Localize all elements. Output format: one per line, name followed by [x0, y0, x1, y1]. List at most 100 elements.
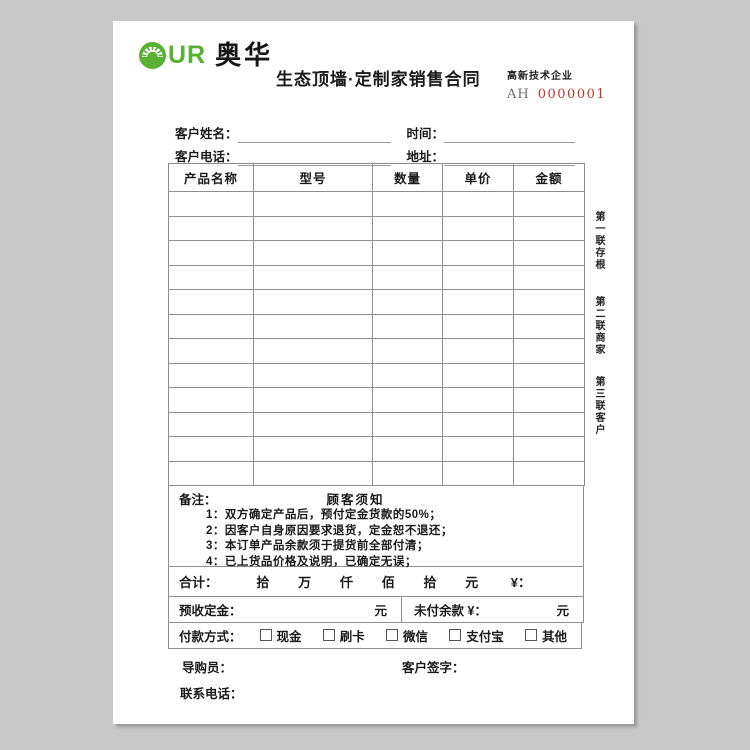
form-title: 生态顶墙·定制家销售合同 — [276, 70, 481, 89]
table-cell-empty — [253, 289, 373, 315]
table-row — [168, 264, 585, 290]
table-cell-empty — [372, 387, 443, 413]
table-row — [168, 240, 585, 266]
contract-sheet: UR 奥华 生态顶墙·定制家销售合同 高新技术企业 AH 0000001 客户姓名… — [113, 21, 634, 724]
table-cell-empty — [253, 264, 373, 290]
copy-label-customer: 第三联客户 — [593, 376, 604, 436]
table-cell-empty — [442, 436, 514, 462]
notes-label: 备注： — [179, 493, 217, 507]
table-header-row: 产品名称 型号 数量 单价 金额 — [168, 163, 585, 192]
table-cell-empty — [442, 362, 514, 388]
brand-name-cn: 奥华 — [215, 40, 274, 70]
table-cell-empty — [442, 387, 514, 413]
brand-latin-text: UR — [168, 41, 207, 69]
time-blank-line — [444, 126, 575, 143]
balance-label: 未付余款 ¥： — [414, 603, 487, 618]
table-cell-empty — [513, 436, 585, 462]
table-cell-empty — [372, 338, 443, 364]
table-cell-empty — [372, 436, 443, 462]
table-cell-empty — [253, 338, 373, 364]
notes-title: 顾客须知 — [326, 493, 385, 507]
deposit-label: 预收定金： — [179, 603, 242, 618]
table-cell-empty — [513, 215, 585, 241]
table-cell-empty — [372, 362, 443, 388]
unit-thousand: 仟 — [339, 574, 353, 590]
table-cell-empty — [372, 240, 443, 266]
table-row — [168, 191, 585, 217]
notes-section: 备注： 顾客须知 1：双方确定产品后，预付定金货款的50%； 2：因客户自身原因… — [168, 485, 584, 568]
table-row — [168, 289, 585, 315]
table-cell-empty — [442, 289, 514, 315]
checkbox-icon — [449, 629, 462, 641]
table-cell-empty — [253, 460, 373, 486]
deposit-cell: 预收定金： 元 — [169, 596, 402, 622]
table-cell-empty — [168, 191, 254, 217]
table-cell-empty — [513, 264, 585, 290]
table-cell-empty — [253, 362, 373, 388]
checkbox-icon — [259, 629, 272, 641]
col-header-product: 产品名称 — [168, 163, 254, 192]
col-header-model: 型号 — [253, 163, 373, 192]
table-cell-empty — [253, 436, 373, 462]
table-cell-empty — [253, 215, 373, 241]
payment-options: 现金 刷卡 微信 支付宝 其他 — [259, 626, 571, 645]
payment-option: 支付宝 — [449, 626, 504, 645]
sunrise-o-icon — [139, 42, 166, 69]
payment-option-label: 支付宝 — [466, 629, 504, 644]
checkbox-icon — [385, 629, 398, 641]
table-cell-empty — [168, 289, 254, 315]
table-cell-empty — [168, 215, 254, 241]
table-cell-empty — [442, 313, 514, 339]
payment-option: 刷卡 — [322, 626, 365, 645]
note-item: 2：因客户自身原因要求退货，定金恕不退还； — [206, 524, 453, 537]
table-cell-empty — [513, 240, 585, 266]
table-cell-empty — [168, 264, 254, 290]
yen-label: ¥： — [510, 574, 531, 590]
total-row: 合计： 拾 万 仟 佰 拾 元 ¥： — [168, 566, 584, 597]
table-cell-empty — [513, 362, 585, 388]
checkbox-icon — [322, 629, 335, 641]
serial-prefix: AH — [507, 87, 530, 102]
table-cell-empty — [513, 411, 585, 437]
table-cell-empty — [253, 191, 373, 217]
payment-option: 现金 — [259, 626, 302, 645]
brand-logo: UR 奥华 — [139, 42, 273, 69]
customer-name-label: 客户姓名： — [175, 127, 238, 141]
table-cell-empty — [253, 313, 373, 339]
items-table: 产品名称 型号 数量 单价 金额 — [168, 163, 585, 486]
table-cell-empty — [168, 362, 254, 388]
col-header-amount: 金额 — [513, 163, 585, 192]
contact-phone-label: 联系电话： — [180, 687, 243, 701]
table-cell-empty — [442, 264, 514, 290]
table-row — [168, 411, 585, 437]
copy-label-merchant: 第二联商家 — [593, 296, 604, 356]
table-cell-empty — [168, 240, 254, 266]
table-cell-empty — [253, 387, 373, 413]
table-cell-empty — [372, 289, 443, 315]
table-row — [168, 313, 585, 339]
table-cell-empty — [168, 436, 254, 462]
table-cell-empty — [372, 215, 443, 241]
table-cell-empty — [168, 411, 254, 437]
time-label: 时间： — [406, 127, 444, 141]
notes-header: 备注： 顾客须知 — [169, 485, 583, 508]
table-cell-empty — [442, 215, 514, 241]
payment-option-label: 刷卡 — [339, 629, 365, 644]
total-digit-units: 拾 万 仟 佰 拾 元 — [242, 572, 493, 591]
note-item: 4：已上货品价格及说明，已确定无误； — [206, 555, 417, 568]
payment-option: 微信 — [385, 626, 428, 645]
table-cell-empty — [168, 460, 254, 486]
salesperson-label: 导购员： — [182, 661, 233, 675]
payment-option-label: 其他 — [541, 629, 567, 644]
col-header-quantity: 数量 — [372, 163, 443, 192]
customer-fields: 客户姓名： 时间： 客户电话： 地址： — [175, 120, 575, 166]
balance-cell: 未付余款 ¥： 元 — [402, 596, 583, 622]
payment-label: 付款方式： — [179, 629, 242, 644]
table-cell-empty — [168, 338, 254, 364]
table-row — [168, 362, 585, 388]
table-cell-empty — [513, 191, 585, 217]
balance-unit: 元 — [556, 603, 569, 618]
table-cell-empty — [513, 289, 585, 315]
unit-ten-thousand: 万 — [298, 574, 312, 590]
